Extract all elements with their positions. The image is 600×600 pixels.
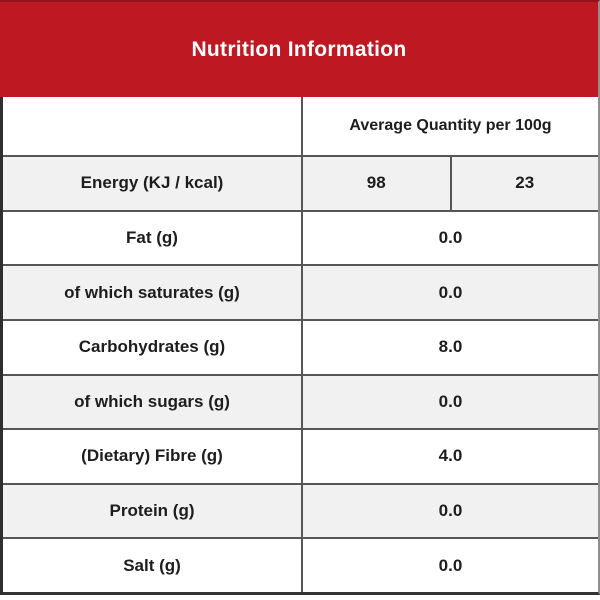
column-header: Average Quantity per 100g bbox=[349, 117, 552, 134]
table-row: of which sugars (g) 0.0 bbox=[3, 373, 598, 429]
table-row: Salt (g) 0.0 bbox=[3, 537, 598, 592]
page-title: Nutrition Information bbox=[191, 37, 407, 61]
row-value-area: 0.0 bbox=[303, 485, 598, 538]
table-row: Carbohydrates (g) 8.0 bbox=[3, 318, 598, 374]
row-value: 8.0 bbox=[438, 337, 463, 357]
table-row: Fat (g) 0.0 bbox=[3, 209, 598, 265]
row-label: Salt (g) bbox=[3, 539, 303, 592]
row-label: Carbohydrates (g) bbox=[3, 320, 303, 374]
row-label: (Dietary) Fibre (g) bbox=[3, 430, 303, 483]
row-value: 4.0 bbox=[438, 446, 463, 466]
row-value: 0.0 bbox=[438, 227, 463, 247]
table-header-empty-cell bbox=[3, 97, 303, 155]
table-row: (Dietary) Fibre (g) 4.0 bbox=[3, 428, 598, 483]
row-value: 98 bbox=[366, 173, 386, 193]
row-value-area: 0.0 bbox=[303, 212, 598, 265]
row-value: 0.0 bbox=[438, 391, 463, 411]
row-value: 0.0 bbox=[438, 501, 463, 521]
row-value-area: 0.0 bbox=[303, 539, 598, 592]
table-header-row: Average Quantity per 100g bbox=[3, 97, 598, 155]
nutrition-table: Average Quantity per 100g Energy (KJ / k… bbox=[0, 97, 600, 595]
row-label: of which sugars (g) bbox=[3, 375, 303, 429]
table-row: Energy (KJ / kcal) 98 23 bbox=[3, 155, 598, 210]
row-label: of which saturates (g) bbox=[3, 266, 303, 319]
row-label: Fat (g) bbox=[3, 211, 303, 265]
row-value: 0.0 bbox=[438, 555, 463, 575]
row-value: 23 bbox=[449, 157, 599, 210]
title-band: Nutrition Information bbox=[0, 0, 600, 97]
row-value-area: 98 23 bbox=[303, 157, 598, 210]
row-label: Protein (g) bbox=[3, 484, 303, 538]
table-row: Protein (g) 0.0 bbox=[3, 482, 598, 538]
row-label: Energy (KJ / kcal) bbox=[3, 157, 303, 210]
table-row: of which saturates (g) 0.0 bbox=[3, 264, 598, 319]
row-value: 0.0 bbox=[438, 282, 463, 302]
row-value-area: 0.0 bbox=[303, 266, 598, 319]
row-value-area: 0.0 bbox=[303, 376, 598, 429]
table-header-value-area: Average Quantity per 100g bbox=[303, 97, 598, 155]
row-value-area: 4.0 bbox=[303, 430, 598, 483]
row-value-area: 8.0 bbox=[303, 321, 598, 374]
